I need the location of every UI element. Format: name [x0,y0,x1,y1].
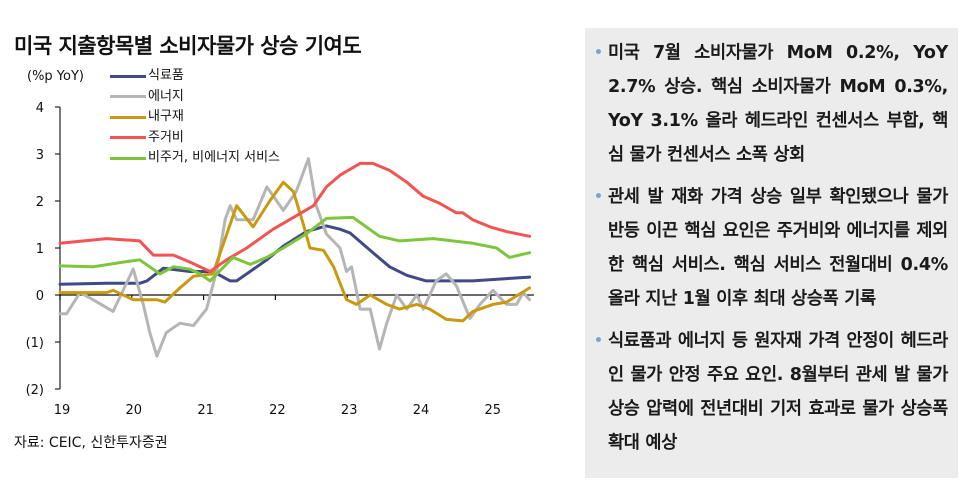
chart-title: 미국 지출항목별 소비자물가 상승 기여도 [14,34,362,58]
legend-swatch [110,136,146,140]
legend-item-core-services: 비주거, 비에너지 서비스 [110,148,280,169]
bullet-text: 관세 발 재화 가격 상승 일부 확인됐으나 물가 반등 이끈 핵심 요인은 주… [608,187,948,309]
bullet-item: • 식료품과 에너지 등 원자재 가격 안정이 헤드라인 물가 안정 주요 요인.… [594,324,948,460]
bullet-text: 식료품과 에너지 등 원자재 가격 안정이 헤드라인 물가 안정 주요 요인. … [608,331,948,453]
x-tick-label: 25 [485,403,502,418]
bullet-icon: • [594,45,603,61]
bullet-text: 미국 7월 소비자물가 MoM 0.2%, YoY 2.7% 상승. 핵심 소비… [608,43,948,165]
source-note: 자료: CEIC, 신한투자증권 [14,435,168,451]
y-tick-label: 2 [36,195,44,210]
series-line-5 [58,215,532,283]
bullet-item: • 미국 7월 소비자물가 MoM 0.2%, YoY 2.7% 상승. 핵심 소… [594,36,948,172]
series-line-3 [58,180,532,323]
legend-label: 비주거, 비에너지 서비스 [148,150,280,165]
legend: 식료품 에너지 내구재 주거비 비주거, 비에너지 서비스 [110,66,280,169]
bullet-icon: • [594,189,603,205]
legend-label: 주거비 [148,129,184,145]
legend-item-housing: 주거비 [110,128,280,149]
y-tick-label: 4 [36,101,44,116]
bullet-item: • 관세 발 재화 가격 상승 일부 확인됐으나 물가 반등 이끈 핵심 요인은 … [594,180,948,316]
x-tick-label: 22 [269,403,286,418]
x-tick-label: 19 [54,403,71,418]
x-tick-label: 24 [413,403,430,418]
legend-swatch [110,156,146,160]
y-tick-label: (1) [26,336,44,351]
series-line-2 [58,157,532,358]
y-tick-label: 1 [36,242,44,257]
bullet-icon: • [594,333,603,349]
series-line-4 [58,161,532,273]
series-line-1 [58,224,532,286]
legend-swatch [110,74,146,78]
x-tick-label: 23 [341,403,358,418]
legend-swatch [110,115,146,119]
legend-item-energy: 에너지 [110,87,280,108]
x-tick-label: 21 [197,403,214,418]
y-tick-label: 3 [36,148,44,163]
legend-label: 식료품 [148,68,184,83]
legend-label: 내구재 [148,109,184,124]
legend-item-durables: 내구재 [110,107,280,128]
y-tick-label: (2) [26,383,44,398]
legend-item-food: 식료품 [110,66,280,87]
x-tick-label: 20 [126,403,143,418]
legend-swatch [110,95,146,99]
y-tick-label: 0 [36,289,44,304]
legend-label: 에너지 [148,88,184,104]
y-axis-unit: (%p YoY) [27,69,84,84]
summary-panel: • 미국 7월 소비자물가 MoM 0.2%, YoY 2.7% 상승. 핵심 소… [585,28,958,478]
